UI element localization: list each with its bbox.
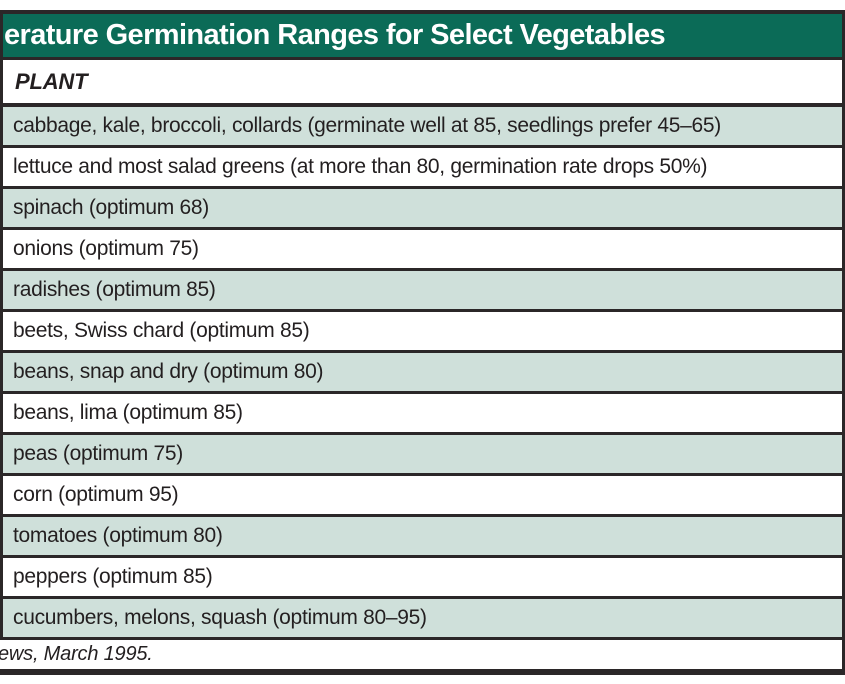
- column-header-plant: PLANT: [15, 68, 88, 94]
- row-label: beets, Swiss chard (optimum 85): [13, 319, 310, 342]
- row-label: peppers (optimum 85): [13, 565, 213, 588]
- germination-table: erature Germination Ranges for Select Ve…: [0, 10, 845, 675]
- table-title-bar: erature Germination Ranges for Select Ve…: [0, 14, 842, 60]
- table-row: radishes (optimum 85): [0, 271, 842, 312]
- row-label: spinach (optimum 68): [13, 196, 209, 219]
- table-row: beets, Swiss chard (optimum 85): [0, 312, 842, 353]
- row-label: corn (optimum 95): [13, 483, 179, 506]
- row-label: radishes (optimum 85): [13, 278, 216, 301]
- row-label: cucumbers, melons, squash (optimum 80–95…: [13, 606, 427, 629]
- row-label: lettuce and most salad greens (at more t…: [13, 155, 708, 178]
- row-label: cabbage, kale, broccoli, collards (germi…: [13, 114, 721, 137]
- table-row: peas (optimum 75): [0, 435, 842, 476]
- table-row: onions (optimum 75): [0, 230, 842, 271]
- table-row: lettuce and most salad greens (at more t…: [0, 148, 842, 189]
- row-label: peas (optimum 75): [13, 442, 183, 465]
- row-label: tomatoes (optimum 80): [13, 524, 223, 547]
- row-label: beans, lima (optimum 85): [13, 401, 243, 424]
- table-row: peppers (optimum 85): [0, 558, 842, 599]
- source-note: ews, March 1995.: [0, 643, 153, 665]
- table-row: cucumbers, melons, squash (optimum 80–95…: [0, 599, 842, 640]
- table-title: erature Germination Ranges for Select Ve…: [4, 19, 666, 51]
- row-label: beans, snap and dry (optimum 80): [13, 360, 324, 383]
- table-row: corn (optimum 95): [0, 476, 842, 517]
- row-label: onions (optimum 75): [13, 237, 199, 260]
- table-row: tomatoes (optimum 80): [0, 517, 842, 558]
- table-row: spinach (optimum 68): [0, 189, 842, 230]
- table-body: cabbage, kale, broccoli, collards (germi…: [0, 107, 842, 640]
- source-row: ews, March 1995.: [0, 640, 842, 675]
- table-row: beans, snap and dry (optimum 80): [0, 353, 842, 394]
- table-row: cabbage, kale, broccoli, collards (germi…: [0, 107, 842, 148]
- table-row: beans, lima (optimum 85): [0, 394, 842, 435]
- column-header-row: PLANT: [0, 60, 842, 107]
